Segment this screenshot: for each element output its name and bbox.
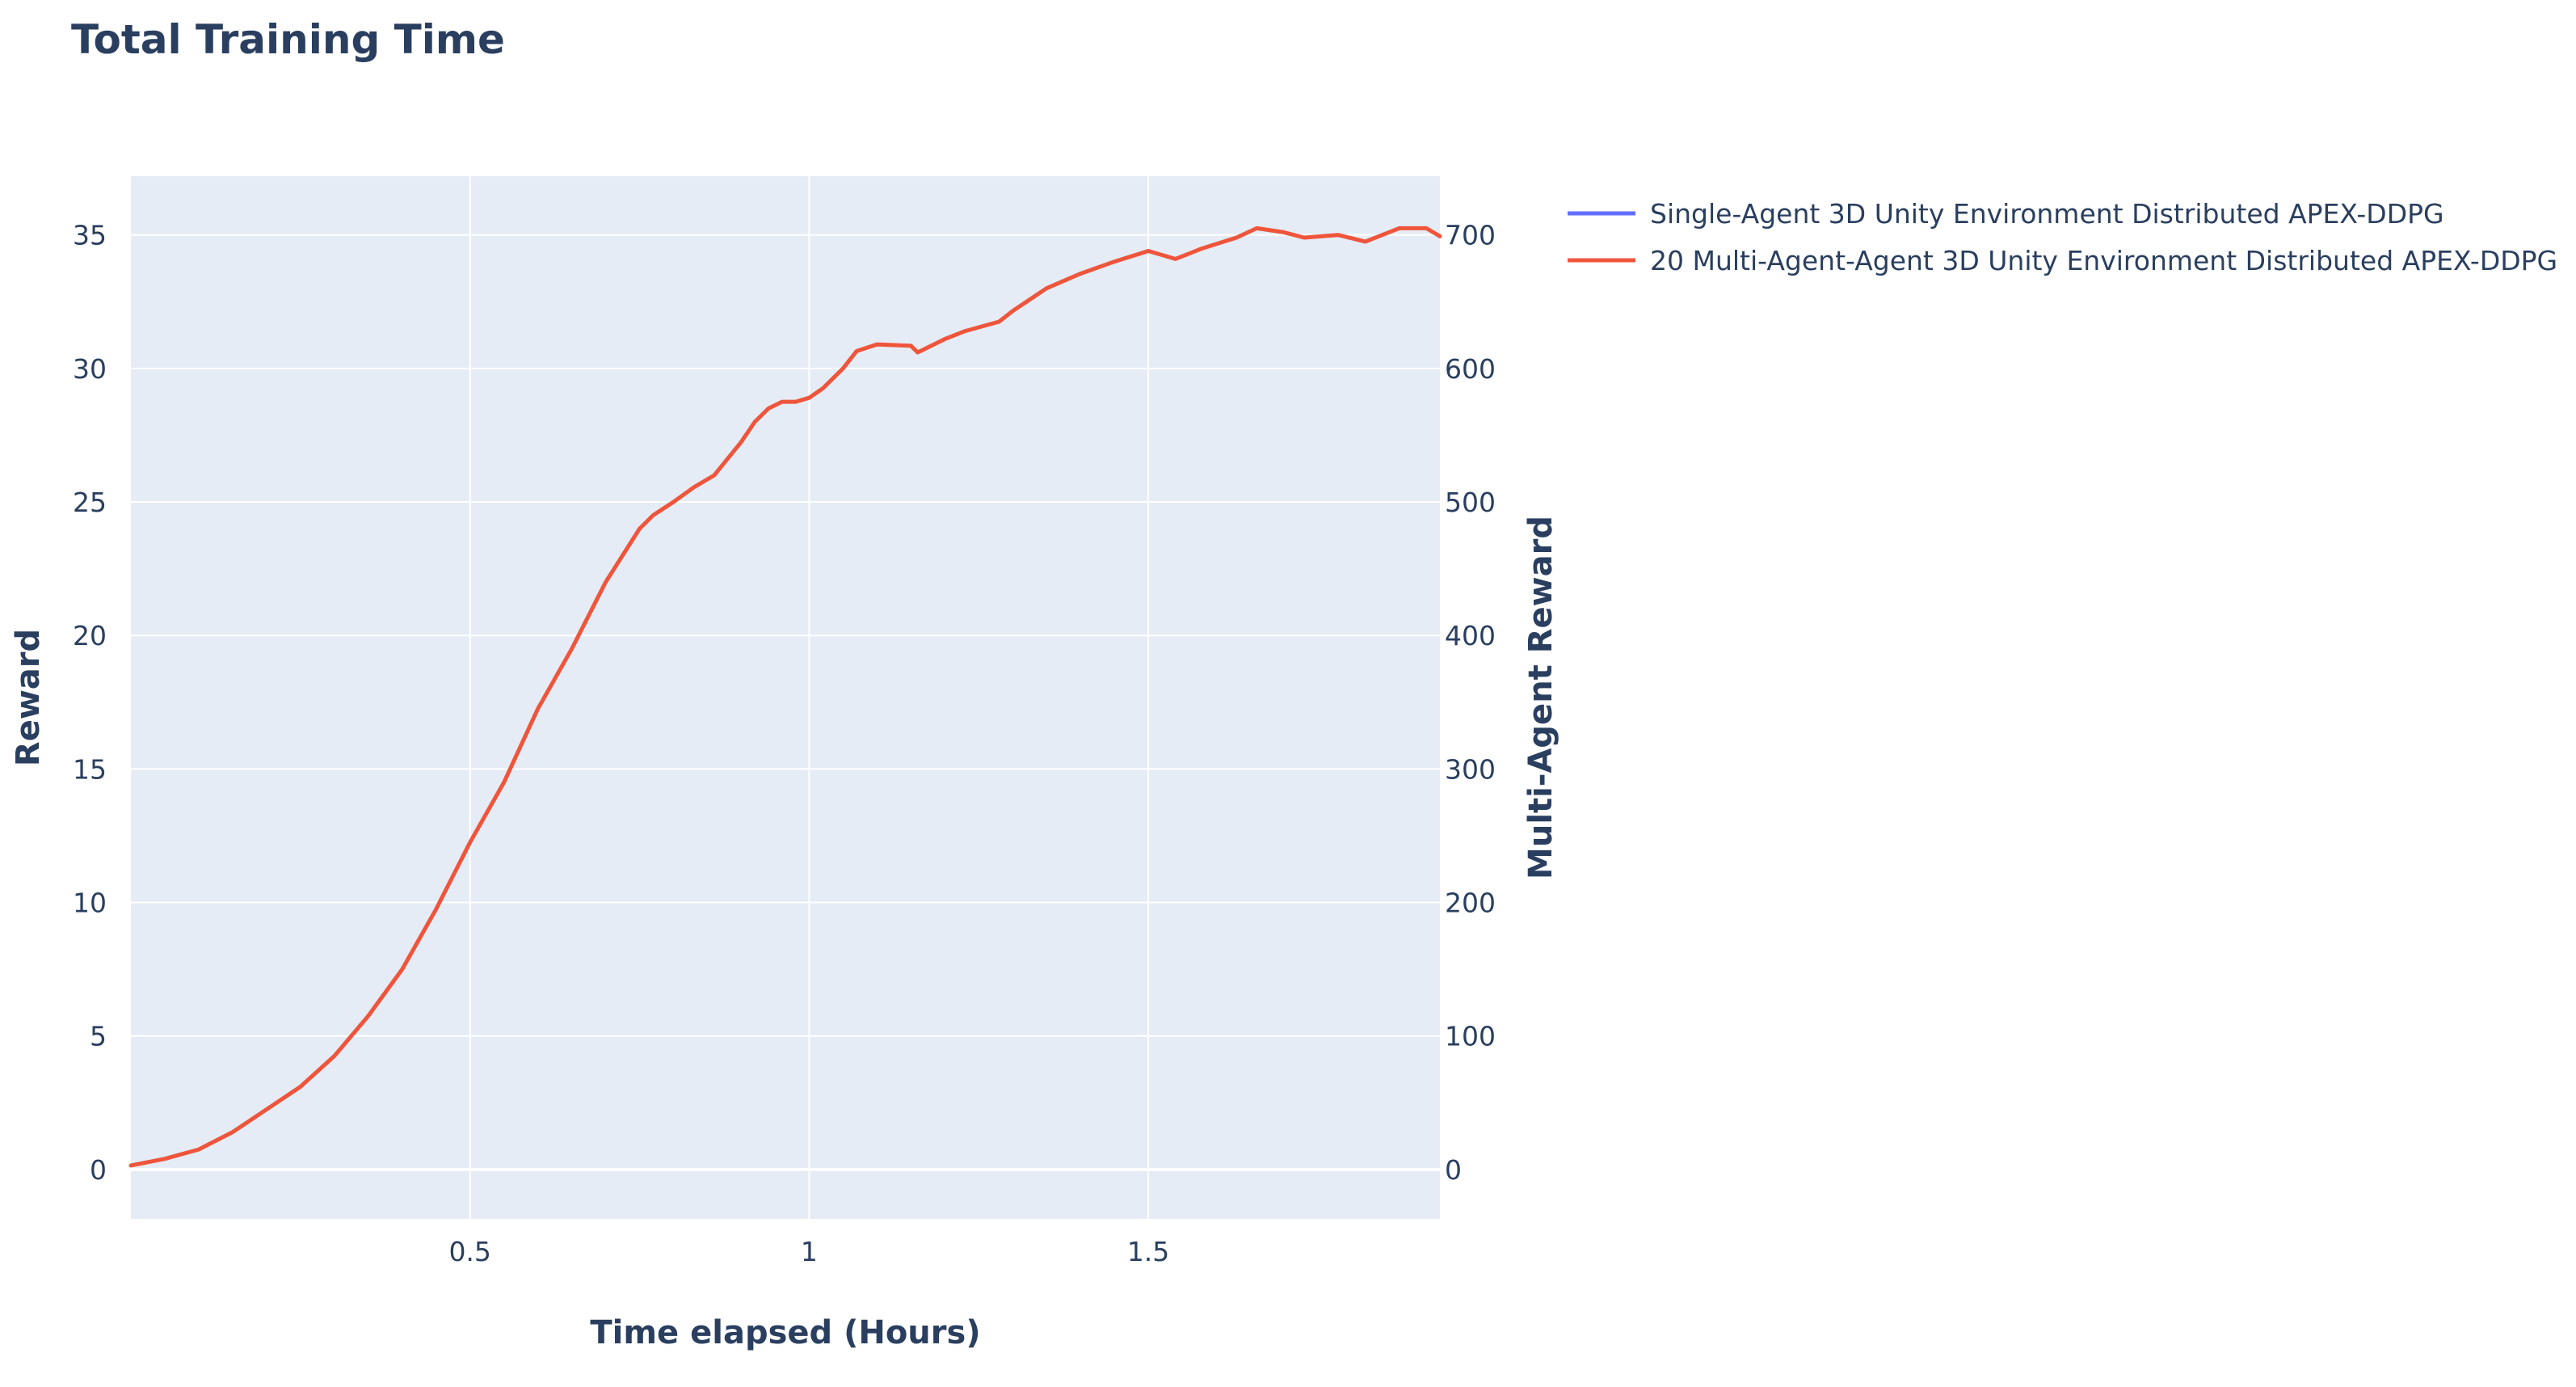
y-axis-title: Reward — [10, 629, 47, 766]
y-tick-label: 15 — [73, 753, 107, 785]
y-tick-label: 0 — [90, 1154, 107, 1186]
legend-label: Single-Agent 3D Unity Environment Distri… — [1650, 198, 2444, 230]
gridlines — [131, 176, 1440, 1219]
y2-axis-title: Multi-Agent Reward — [1522, 516, 1559, 879]
y2-tick-label: 0 — [1445, 1154, 1462, 1186]
series-line-1 — [128, 226, 1442, 1168]
legend[interactable]: Single-Agent 3D Unity Environment Distri… — [1568, 198, 2557, 276]
chart-title: Total Training Time — [71, 16, 505, 63]
tick-labels: 0 5 10 15 20 25 30 35 0.5 1 1.5 0 100 200 300 400 500 600… — [73, 220, 1496, 1267]
plot-area — [131, 176, 1440, 1219]
y2-tick-label: 700 — [1445, 220, 1496, 251]
legend-label: 20 Multi-Agent-Agent 3D Unity Environmen… — [1650, 245, 2557, 276]
y2-tick-label: 600 — [1445, 353, 1496, 385]
y-tick-label: 30 — [73, 353, 107, 385]
y2-tick-label: 400 — [1445, 620, 1496, 651]
legend-item-0[interactable]: Single-Agent 3D Unity Environment Distri… — [1568, 198, 2444, 230]
y2-tick-label: 500 — [1445, 487, 1496, 518]
y-tick-label: 20 — [73, 620, 107, 651]
y-tick-label: 10 — [73, 887, 107, 919]
y-tick-label: 5 — [90, 1021, 107, 1052]
y-tick-label: 35 — [73, 220, 107, 251]
legend-item-1[interactable]: 20 Multi-Agent-Agent 3D Unity Environmen… — [1568, 245, 2557, 276]
y2-tick-label: 100 — [1445, 1021, 1496, 1052]
x-tick-label: 1.5 — [1127, 1236, 1169, 1267]
x-tick-label: 1 — [801, 1236, 818, 1267]
x-axis-title: Time elapsed (Hours) — [590, 1314, 980, 1351]
series-lines — [128, 226, 1442, 1168]
x-tick-label: 0.5 — [448, 1236, 490, 1267]
y2-tick-label: 200 — [1445, 887, 1496, 919]
y-tick-label: 25 — [73, 487, 107, 518]
y2-tick-label: 300 — [1445, 753, 1496, 785]
